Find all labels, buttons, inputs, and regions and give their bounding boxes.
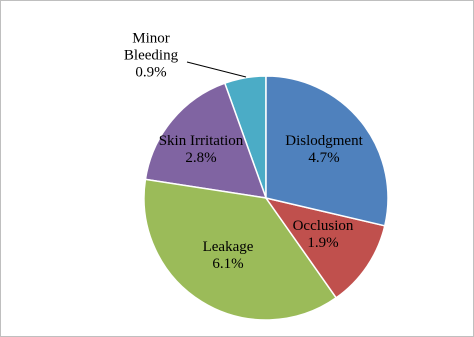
- value-label: 4.7%: [308, 150, 340, 166]
- slice-label: Leakage 6.1%: [203, 239, 254, 273]
- category-label: Dislodgment: [285, 133, 363, 149]
- slice-label: Occlusion 1.9%: [293, 218, 354, 252]
- category-label: Skin Irritation: [158, 133, 244, 149]
- category-label: Minor Bleeding: [123, 30, 179, 64]
- leader-line: [186, 61, 247, 78]
- slice-label: Dislodgment 4.7%: [285, 133, 363, 167]
- pie-slice: [144, 82, 268, 199]
- slice-label: Skin Irritation 2.8%: [159, 133, 244, 167]
- category-label: Leakage: [202, 239, 254, 255]
- value-label: 6.1%: [212, 256, 244, 272]
- category-label: Occlusion: [292, 218, 354, 234]
- value-label: 0.9%: [135, 64, 167, 81]
- slice-label: Minor Bleeding 0.9%: [116, 31, 186, 82]
- value-label: 2.8%: [185, 150, 217, 166]
- value-label: 1.9%: [307, 235, 339, 251]
- pie-slice: [143, 178, 338, 321]
- pie-slice: [264, 196, 386, 299]
- pie-slice: [265, 75, 389, 227]
